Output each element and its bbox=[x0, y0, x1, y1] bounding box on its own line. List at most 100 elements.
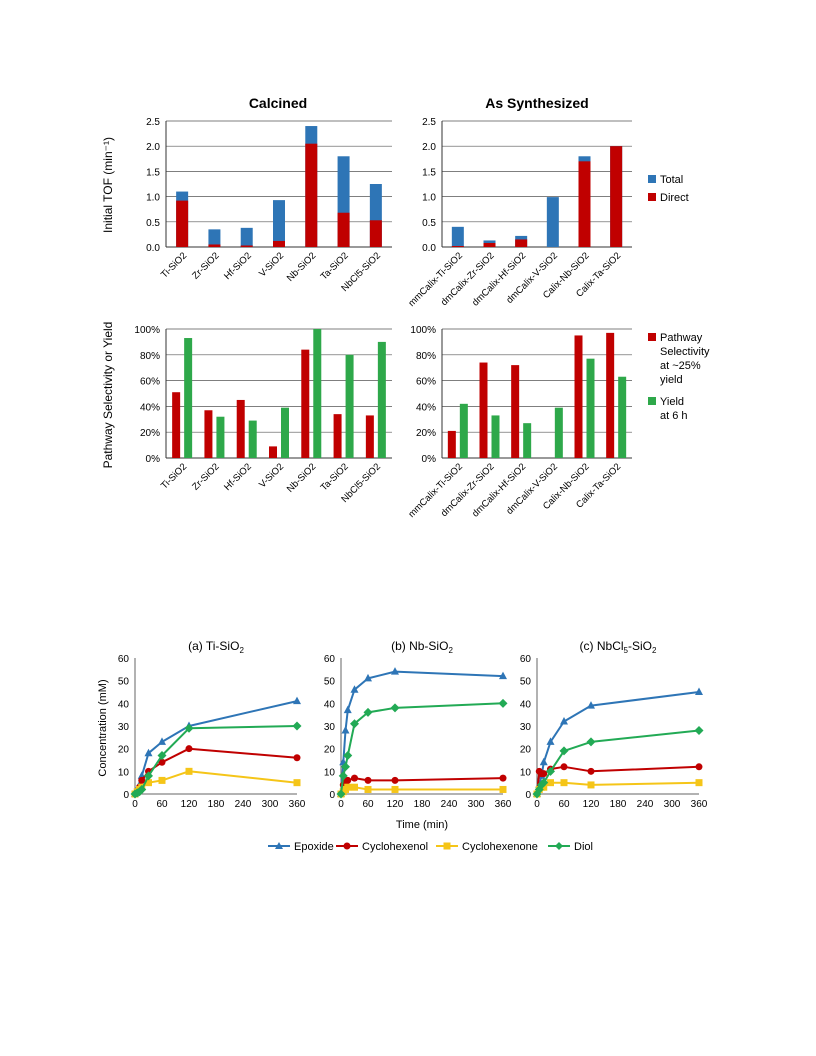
cyclohexenol-point bbox=[391, 776, 399, 784]
x-tick-label: 240 bbox=[637, 799, 654, 810]
epoxide-point bbox=[587, 701, 595, 709]
y-tick-label: 30 bbox=[118, 722, 130, 733]
x-tick-label: 360 bbox=[289, 799, 306, 810]
cyclohexenol-point bbox=[138, 776, 146, 784]
y-tick-label: 40% bbox=[140, 402, 160, 413]
cyclohexenone-point bbox=[499, 785, 507, 793]
x-tick-label: 240 bbox=[441, 799, 458, 810]
diol-point bbox=[350, 719, 359, 729]
x-tick-label: 180 bbox=[610, 799, 627, 810]
bar-direct-nbcl5-sio2 bbox=[369, 220, 382, 247]
legend-marker-diol bbox=[555, 842, 563, 850]
bar-direct-dmcalix-hf-sio2 bbox=[515, 239, 528, 247]
category-label: Ta-SiO2 bbox=[319, 461, 351, 493]
y-tick-label: 10 bbox=[324, 767, 336, 778]
y-tick-label: 2.0 bbox=[146, 142, 160, 153]
cyclohexenol-point bbox=[158, 758, 166, 766]
cyclohexenone-point bbox=[158, 776, 166, 784]
x-tick-label: 0 bbox=[338, 799, 344, 810]
cyclohexenol-point bbox=[344, 776, 352, 784]
category-label: Hf-SiO2 bbox=[222, 250, 254, 282]
y-tick-label: 40 bbox=[520, 699, 532, 710]
y-tick-label: 20 bbox=[118, 745, 130, 756]
bar-pathway-calix-nb-sio2 bbox=[574, 335, 583, 458]
bar-pathway-ta-sio2 bbox=[333, 414, 342, 458]
bar-panel-2: 0.00.51.01.52.02.5mmCalix-Ti-SiO2dmCalix… bbox=[406, 117, 632, 309]
y-tick-label: 80% bbox=[140, 351, 160, 362]
diol-point bbox=[343, 750, 353, 760]
panel-a-title: (a) Ti-SiO2 bbox=[188, 639, 244, 655]
bar-pathway-nbcl5-sio2 bbox=[365, 415, 374, 458]
y-tick-label: 50 bbox=[118, 677, 130, 688]
cyclohexenone-point bbox=[145, 779, 152, 787]
x-tick-label: 360 bbox=[495, 799, 512, 810]
epoxide-point bbox=[343, 705, 352, 714]
legend-label-epoxide: Epoxide bbox=[294, 841, 334, 853]
epoxide-point bbox=[499, 671, 507, 680]
legend-label-pathway-1: Pathway bbox=[660, 332, 703, 344]
bar-pathway-hf-sio2 bbox=[236, 399, 245, 458]
cyclohexenone-point bbox=[364, 785, 372, 793]
legend-label-yield-1: Yield bbox=[660, 396, 684, 408]
bar-direct-ti-sio2 bbox=[176, 200, 189, 247]
epoxide-point bbox=[293, 696, 301, 705]
bar-direct-hf-sio2 bbox=[240, 245, 253, 247]
cyclohexenone-point bbox=[695, 779, 703, 787]
diol-point bbox=[157, 750, 167, 760]
diol-point bbox=[559, 746, 569, 756]
bar-yield-zr-sio2 bbox=[216, 416, 225, 458]
legend-swatch-yield bbox=[648, 397, 656, 405]
y-tick-label: 60% bbox=[140, 377, 160, 388]
bar-total-zr-sio2 bbox=[208, 229, 221, 247]
diol-point bbox=[336, 789, 346, 799]
y-tick-label: 30 bbox=[324, 722, 336, 733]
bar-yield-dmcalix-v-sio2 bbox=[554, 407, 563, 458]
bar-yield-ta-sio2 bbox=[345, 354, 354, 458]
y-tick-label: 20 bbox=[520, 745, 532, 756]
cyclohexenol-point bbox=[185, 745, 193, 753]
legend-swatch-total bbox=[648, 175, 656, 183]
bar-yield-ti-sio2 bbox=[184, 338, 193, 458]
cyclohexenol-point bbox=[364, 776, 372, 784]
bar-pathway-zr-sio2 bbox=[204, 410, 213, 458]
bar-yield-dmcalix-zr-sio2 bbox=[491, 415, 500, 458]
y-tick-label: 50 bbox=[520, 677, 532, 688]
x-tick-label: 120 bbox=[583, 799, 600, 810]
x-tick-label: 240 bbox=[235, 799, 252, 810]
bar-yield-nb-sio2 bbox=[313, 329, 322, 458]
y-tick-label: 40 bbox=[118, 699, 130, 710]
y-tick-label: 1.0 bbox=[422, 193, 436, 204]
epoxide-point bbox=[350, 685, 359, 693]
diol-point bbox=[694, 726, 704, 736]
bar-direct-nb-sio2 bbox=[305, 143, 318, 247]
tof-legend: Total Direct bbox=[648, 174, 689, 204]
cyclohexenone-point bbox=[547, 779, 554, 787]
bar-yield-v-sio2 bbox=[281, 407, 289, 458]
legend-marker-epoxide bbox=[275, 842, 283, 849]
y-tick-label: 30 bbox=[520, 722, 532, 733]
category-label: Ti-SiO2 bbox=[159, 250, 189, 280]
x-tick-label: 60 bbox=[156, 799, 168, 810]
panel-c-title-sub2: 2 bbox=[652, 646, 657, 655]
concentration-axis-title: Concentration (mM) bbox=[97, 679, 109, 776]
bar-total-hf-sio2 bbox=[240, 227, 253, 247]
cyclohexenone-point bbox=[344, 783, 352, 791]
time-axis-title: Time (min) bbox=[396, 819, 448, 831]
bar-chart-figure: Calcined As Synthesized Initial TOF (min… bbox=[101, 95, 710, 520]
y-tick-label: 0.5 bbox=[422, 218, 436, 229]
panel-b-title-sub: 2 bbox=[448, 646, 453, 655]
category-label: Nb-SiO2 bbox=[285, 250, 319, 284]
legend-swatch-pathway bbox=[648, 333, 656, 341]
y-tick-label: 1.0 bbox=[146, 193, 160, 204]
bar-direct-v-sio2 bbox=[273, 240, 285, 247]
bar-pathway-ti-sio2 bbox=[172, 392, 181, 458]
y-tick-label: 0% bbox=[146, 454, 161, 465]
x-tick-label: 300 bbox=[262, 799, 279, 810]
y-tick-label: 1.5 bbox=[422, 167, 436, 178]
series-line-epoxide bbox=[536, 691, 700, 795]
legend-label-pathway-4: yield bbox=[660, 374, 683, 386]
y-tick-label: 60 bbox=[324, 654, 336, 665]
x-tick-label: 0 bbox=[534, 799, 540, 810]
panel-c-title: (c) NbCl5-SiO2 bbox=[580, 639, 657, 655]
epoxide-point bbox=[695, 687, 703, 695]
